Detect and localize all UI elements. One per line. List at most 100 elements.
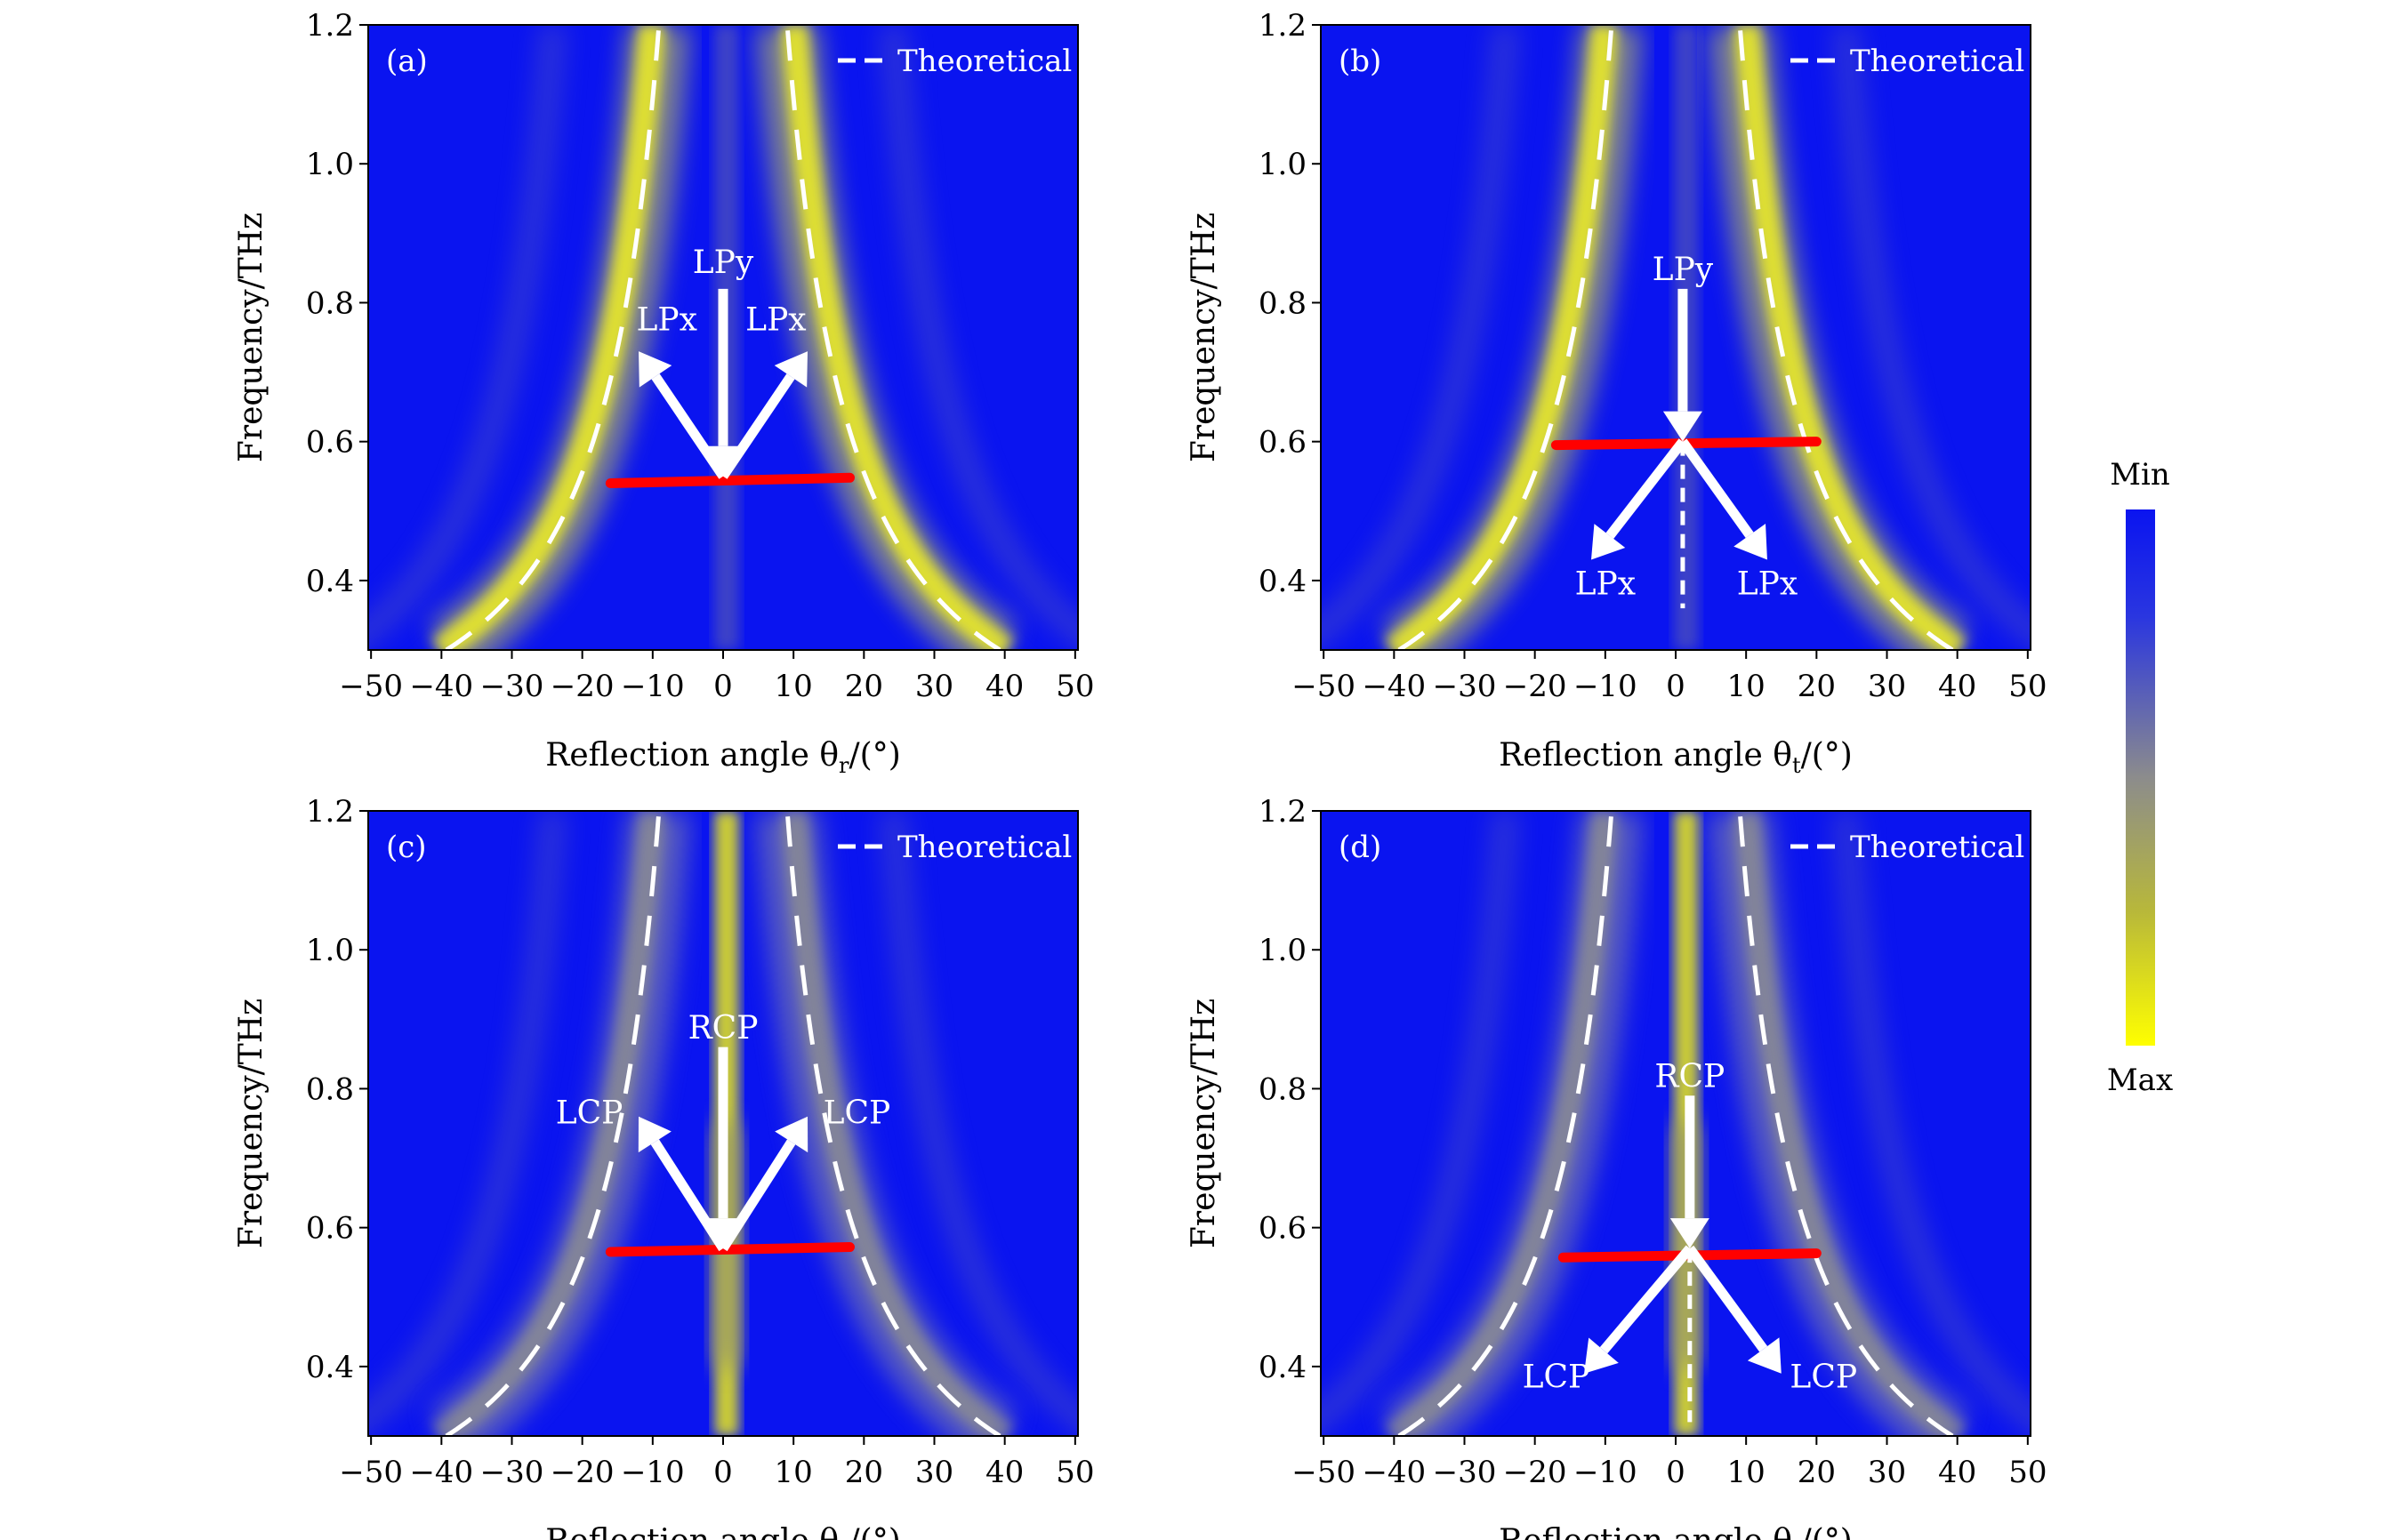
band-core xyxy=(1384,811,1618,1436)
x-tick-label: −40 xyxy=(409,1455,473,1490)
y-tick-label: 1.0 xyxy=(1259,933,1307,968)
panel-c: RCP LCP LCP (c) Theoretical −50 −40 −30 −20 −10 0 1… xyxy=(233,794,1094,1540)
x-tick-label: −20 xyxy=(551,1455,615,1490)
theoretical-curve xyxy=(445,25,662,650)
panel-b: LPy LPx LPx (b) Theoretical −50 −40 −30 −20 −10 0 1… xyxy=(1186,8,2047,778)
output-label: LCP xyxy=(1790,1359,1857,1395)
x-tick-label: 10 xyxy=(775,1455,813,1490)
output-arrow-left-head xyxy=(638,1116,672,1153)
y-tick-label: 0.6 xyxy=(1259,1211,1307,1247)
output-label: LCP xyxy=(824,1095,891,1132)
x-tick-label: −30 xyxy=(480,669,544,704)
output-arrow-right-head xyxy=(774,351,808,388)
x-tick-label: 10 xyxy=(775,669,813,704)
band-core xyxy=(1733,25,1967,650)
y-tick-label: 1.2 xyxy=(1259,794,1307,830)
x-tick-label: −30 xyxy=(1433,1455,1497,1490)
incident-label: RCP xyxy=(688,1010,759,1047)
x-tick-label: 0 xyxy=(713,1455,733,1490)
y-tick-label: 1.2 xyxy=(306,794,354,830)
panel-label: (a) xyxy=(386,44,428,79)
panel-label: (d) xyxy=(1339,830,1381,865)
x-tick-label: 10 xyxy=(1727,669,1766,704)
x-tick-label: 10 xyxy=(1727,1455,1766,1490)
output-arrow-right-head xyxy=(1733,524,1767,560)
heatmap xyxy=(1321,811,2031,1436)
x-tick-label: 20 xyxy=(1798,1455,1836,1490)
x-tick-label: −10 xyxy=(621,1455,685,1490)
x-tick-label: 30 xyxy=(915,1455,953,1490)
output-arrow-right xyxy=(1685,1245,1768,1352)
band-core xyxy=(431,811,665,1436)
theoretical-curve xyxy=(784,25,1001,650)
red-marker-line xyxy=(605,1242,855,1257)
theoretical-curve xyxy=(1737,25,1954,650)
band-core xyxy=(431,25,665,650)
band-faint xyxy=(879,25,1078,648)
legend-label: Theoretical xyxy=(1850,830,2024,865)
x-tick-label: −10 xyxy=(1573,669,1637,704)
legend-label: Theoretical xyxy=(1850,44,2024,79)
heatmap xyxy=(368,25,1078,650)
y-tick-label: 1.2 xyxy=(306,8,354,44)
output-arrow-right xyxy=(1678,438,1754,539)
output-label: LPx xyxy=(1575,566,1636,603)
heatmap xyxy=(1321,25,2031,650)
y-tick-label: 0.8 xyxy=(306,1071,354,1107)
y-axis-label: Frequency/THz xyxy=(233,999,269,1248)
x-tick-label: −50 xyxy=(1291,669,1355,704)
colorbar-max-label: Max xyxy=(2107,1063,2173,1098)
output-arrow-right-head xyxy=(1747,1337,1782,1374)
colorbar-min-label: Min xyxy=(2110,457,2170,493)
output-arrow-right xyxy=(719,1139,796,1252)
y-tick-label: 0.8 xyxy=(306,285,354,321)
x-tick-label: 30 xyxy=(915,669,953,704)
output-arrow-right xyxy=(719,373,795,479)
band-faint xyxy=(879,811,1078,1434)
x-tick-label: 40 xyxy=(985,669,1024,704)
output-arrow-right-head xyxy=(775,1116,808,1153)
band-core xyxy=(781,811,1015,1436)
theoretical-curve xyxy=(784,811,1001,1436)
x-tick-label: −20 xyxy=(551,669,615,704)
incident-label: LPy xyxy=(1653,252,1714,288)
x-tick-label: −20 xyxy=(1503,669,1567,704)
x-tick-label: 30 xyxy=(1868,1455,1906,1490)
theoretical-curve xyxy=(445,811,662,1436)
output-arrow-left-head xyxy=(1584,1337,1619,1374)
x-tick-label: 30 xyxy=(1868,669,1906,704)
output-arrow-left xyxy=(1605,438,1687,539)
panel-d: RCP LCP LCP (d) Theoretical −50 −40 −30 −20 −10 0 1… xyxy=(1186,794,2047,1540)
x-tick-label: 0 xyxy=(1666,669,1685,704)
band-faint xyxy=(368,25,567,648)
x-tick-label: 0 xyxy=(1666,1455,1685,1490)
x-tick-label: 40 xyxy=(1938,1455,1976,1490)
output-label: LCP xyxy=(1523,1359,1590,1395)
y-axis-label: Frequency/THz xyxy=(1186,999,1222,1248)
band-core xyxy=(1384,25,1618,650)
y-tick-label: 0.4 xyxy=(306,1350,354,1385)
y-tick-label: 1.0 xyxy=(306,933,354,968)
x-tick-label: 50 xyxy=(1056,669,1094,704)
y-tick-label: 0.8 xyxy=(1259,1071,1307,1107)
x-tick-label: −50 xyxy=(1291,1455,1355,1490)
x-tick-label: −50 xyxy=(339,669,403,704)
red-marker-line xyxy=(605,472,855,489)
band-faint xyxy=(1831,811,2031,1434)
colorbar: Min Max xyxy=(2107,457,2173,1098)
y-tick-label: 0.4 xyxy=(1259,1350,1307,1385)
y-axis-label: Frequency/THz xyxy=(233,213,269,462)
x-axis-label: Reflection angle θr/(°) xyxy=(545,1523,901,1540)
theoretical-curve xyxy=(1397,25,1614,650)
y-tick-label: 0.6 xyxy=(1259,425,1307,461)
incident-arrow-head xyxy=(1669,1218,1709,1249)
band-core xyxy=(781,25,1015,650)
x-tick-label: 20 xyxy=(845,1455,883,1490)
theoretical-curve xyxy=(1737,811,1954,1436)
x-tick-label: 20 xyxy=(1798,669,1836,704)
colorbar-gradient xyxy=(2126,509,2155,1046)
x-tick-label: −40 xyxy=(1362,669,1426,704)
y-tick-label: 1.0 xyxy=(306,147,354,182)
band-faint xyxy=(1321,25,1520,648)
incident-arrow-head xyxy=(1662,411,1702,442)
